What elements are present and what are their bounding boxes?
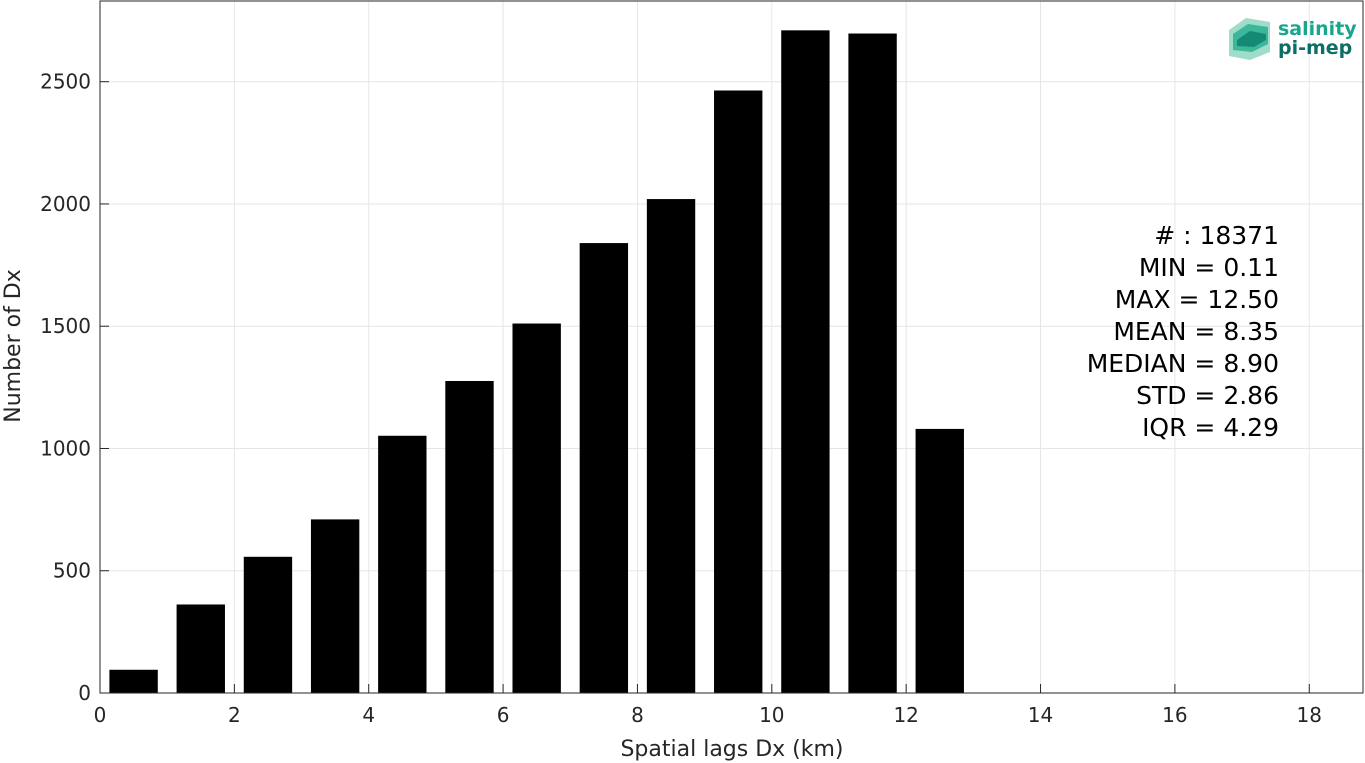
histogram-bar	[310, 519, 360, 693]
histogram-bar	[445, 380, 494, 693]
x-tick-label: 18	[1297, 703, 1322, 727]
histogram-bar	[915, 428, 964, 693]
stat-line: IQR = 4.29	[1142, 413, 1279, 442]
x-tick-label: 8	[631, 703, 644, 727]
logo-text-pimep: pi-mep	[1278, 37, 1352, 59]
x-tick-labels: 0 2 4 6 8 10 12 14 16 18	[94, 703, 1322, 727]
y-tick-label: 1000	[40, 436, 91, 460]
salinity-pimep-logo: salinity pi-mep	[1229, 18, 1357, 60]
y-tick-label: 2000	[40, 192, 91, 216]
histogram-bar	[378, 435, 427, 693]
y-tick-label: 0	[78, 681, 91, 705]
bars	[109, 30, 964, 694]
logo-text-salinity: salinity	[1278, 18, 1357, 40]
x-tick-label: 6	[497, 703, 510, 727]
histogram-bar	[646, 199, 696, 693]
stat-line: # : 18371	[1154, 221, 1279, 250]
plot-frame	[99, 0, 1364, 694]
x-tick-label: 4	[362, 703, 375, 727]
y-tick-label: 2500	[40, 70, 91, 94]
histogram-bar	[176, 604, 225, 693]
stat-line: MEAN = 8.35	[1113, 317, 1279, 346]
histogram-bar	[579, 243, 629, 693]
stat-line: MAX = 12.50	[1115, 285, 1279, 314]
x-tick-label: 14	[1028, 703, 1053, 727]
histogram-bar	[714, 90, 763, 693]
y-axis-label: Number of Dx	[1, 269, 26, 423]
x-tick-label: 2	[228, 703, 241, 727]
stat-line: MIN = 0.11	[1139, 253, 1279, 282]
stat-line: STD = 2.86	[1136, 381, 1279, 410]
x-tick-label: 0	[94, 703, 107, 727]
tick-marks	[99, 81, 1310, 694]
logo-wave-icon	[1229, 18, 1270, 60]
x-tick-label: 16	[1162, 703, 1187, 727]
histogram-bar	[781, 30, 830, 693]
x-tick-label: 12	[893, 703, 918, 727]
histogram-bar	[848, 33, 897, 694]
x-axis-label: Spatial lags Dx (km)	[620, 737, 843, 762]
y-tick-labels: 0 500 1000 1500 2000 2500	[40, 70, 91, 705]
stats-box: # : 18371 MIN = 0.11 MAX = 12.50 MEAN = 8.3…	[1087, 221, 1279, 442]
histogram-bar	[243, 556, 293, 693]
stat-line: MEDIAN = 8.90	[1087, 349, 1279, 378]
histogram-bar	[109, 669, 158, 693]
histogram-bar	[512, 323, 561, 693]
x-tick-label: 10	[759, 703, 784, 727]
y-tick-label: 1500	[40, 314, 91, 338]
y-tick-label: 500	[53, 559, 91, 583]
